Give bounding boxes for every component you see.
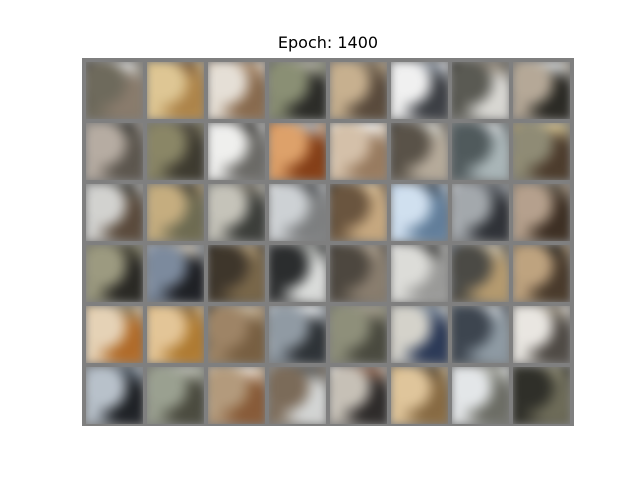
generated-image: [269, 245, 326, 302]
image-tile: [147, 62, 204, 119]
generated-image: [86, 245, 143, 302]
generated-image: [208, 123, 265, 180]
generated-image: [330, 245, 387, 302]
image-tile: [269, 367, 326, 424]
image-tile: [452, 367, 509, 424]
image-tile: [391, 306, 448, 363]
generated-image: [86, 306, 143, 363]
generated-image: [452, 123, 509, 180]
generated-image: [208, 306, 265, 363]
generated-image: [452, 245, 509, 302]
generated-image: [330, 62, 387, 119]
generated-image: [391, 123, 448, 180]
generated-image: [208, 62, 265, 119]
image-tile: [513, 367, 570, 424]
image-tile: [269, 184, 326, 241]
image-tile: [452, 306, 509, 363]
image-tile: [86, 184, 143, 241]
image-tile: [269, 245, 326, 302]
generated-image: [452, 62, 509, 119]
generated-image: [391, 62, 448, 119]
image-tile: [86, 123, 143, 180]
generated-image: [513, 245, 570, 302]
generated-image: [208, 367, 265, 424]
image-tile: [147, 184, 204, 241]
generated-image: [208, 184, 265, 241]
generated-image: [513, 367, 570, 424]
image-tile: [208, 62, 265, 119]
image-tile: [208, 245, 265, 302]
image-tile: [452, 62, 509, 119]
image-tile: [86, 245, 143, 302]
image-tile: [147, 306, 204, 363]
image-tile: [452, 184, 509, 241]
generated-image: [147, 123, 204, 180]
image-tile: [330, 306, 387, 363]
image-tile: [208, 123, 265, 180]
generated-image: [330, 123, 387, 180]
generated-image: [391, 367, 448, 424]
image-tile: [391, 62, 448, 119]
generated-image: [269, 123, 326, 180]
generated-image: [147, 245, 204, 302]
image-tile: [513, 62, 570, 119]
image-tile: [208, 306, 265, 363]
generated-image: [208, 245, 265, 302]
generated-image: [269, 367, 326, 424]
image-tile: [86, 306, 143, 363]
generated-image: [269, 306, 326, 363]
generated-image: [513, 184, 570, 241]
generated-image: [86, 367, 143, 424]
image-tile: [513, 184, 570, 241]
image-tile: [513, 306, 570, 363]
image-tile: [86, 62, 143, 119]
generated-image: [452, 306, 509, 363]
generated-image: [452, 367, 509, 424]
generated-image: [147, 367, 204, 424]
generated-image: [391, 306, 448, 363]
generated-image: [269, 62, 326, 119]
image-tile: [513, 245, 570, 302]
image-tile: [208, 367, 265, 424]
image-tile: [391, 123, 448, 180]
image-tile: [391, 367, 448, 424]
image-tile: [513, 123, 570, 180]
generated-image: [147, 184, 204, 241]
generated-image: [513, 62, 570, 119]
image-tile: [452, 123, 509, 180]
image-tile: [147, 245, 204, 302]
image-tile: [330, 245, 387, 302]
image-tile: [330, 184, 387, 241]
generated-image: [330, 306, 387, 363]
generated-image: [86, 62, 143, 119]
figure-title: Epoch: 1400: [277, 33, 379, 52]
image-tile: [86, 367, 143, 424]
image-tile: [269, 306, 326, 363]
generated-image: [330, 367, 387, 424]
generated-image: [269, 184, 326, 241]
image-tile: [208, 184, 265, 241]
generated-image: [391, 245, 448, 302]
generated-image: [86, 123, 143, 180]
image-tile: [330, 123, 387, 180]
image-tile: [269, 62, 326, 119]
generated-image: [147, 306, 204, 363]
image-tile: [147, 367, 204, 424]
generated-image: [86, 184, 143, 241]
image-tile: [330, 367, 387, 424]
generated-image: [391, 184, 448, 241]
image-tile: [330, 62, 387, 119]
image-tile: [391, 245, 448, 302]
image-tile: [269, 123, 326, 180]
image-tile: [452, 245, 509, 302]
image-tile: [147, 123, 204, 180]
image-grid: [82, 58, 574, 426]
generated-image: [147, 62, 204, 119]
generated-image: [330, 184, 387, 241]
image-tile: [391, 184, 448, 241]
generated-image: [452, 184, 509, 241]
generated-image: [513, 306, 570, 363]
generated-image: [513, 123, 570, 180]
